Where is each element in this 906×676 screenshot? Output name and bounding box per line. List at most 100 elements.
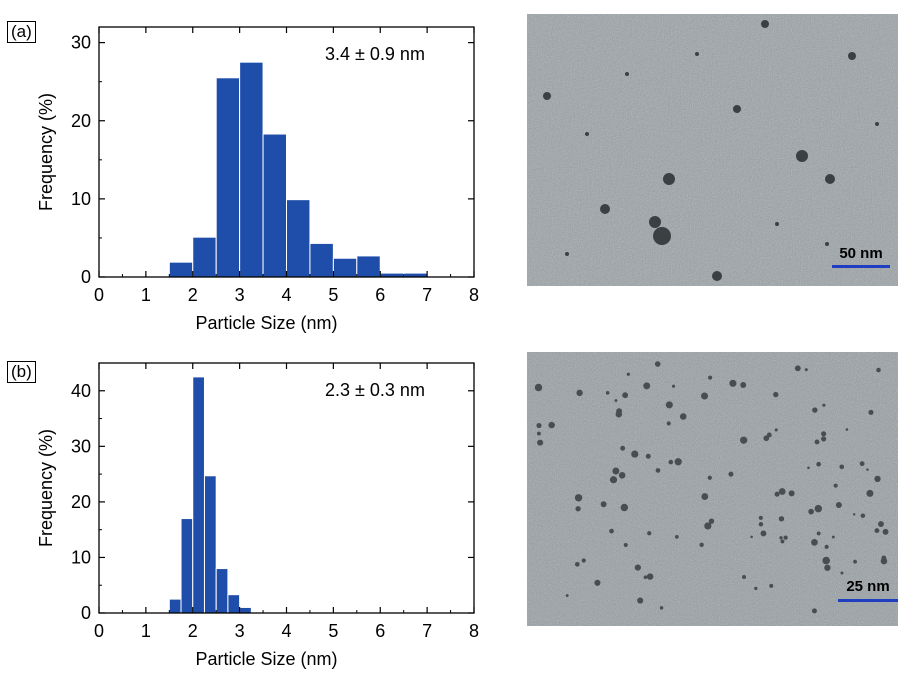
particle bbox=[605, 391, 610, 395]
particle bbox=[794, 365, 801, 372]
size-annotation: 3.4 ± 0.9 nm bbox=[325, 44, 425, 64]
bar bbox=[215, 568, 229, 614]
x-tick-label: 0 bbox=[94, 285, 104, 305]
x-tick-label: 2 bbox=[188, 621, 198, 641]
particle bbox=[816, 531, 821, 536]
particle bbox=[729, 379, 737, 387]
particle bbox=[537, 439, 544, 446]
y-tick-label: 0 bbox=[81, 267, 91, 287]
bar bbox=[192, 376, 205, 614]
x-tick-label: 3 bbox=[235, 621, 245, 641]
particle bbox=[814, 504, 823, 513]
x-tick-label: 8 bbox=[469, 285, 479, 305]
particle bbox=[614, 399, 618, 402]
particle bbox=[808, 508, 814, 515]
particle bbox=[778, 488, 786, 495]
x-tick-label: 3 bbox=[235, 285, 245, 305]
particle bbox=[701, 392, 709, 400]
bar bbox=[227, 594, 241, 614]
particle bbox=[878, 521, 884, 527]
particle bbox=[833, 483, 838, 488]
particle bbox=[774, 491, 780, 497]
particle bbox=[674, 458, 682, 466]
particle bbox=[852, 513, 856, 516]
particle bbox=[666, 421, 671, 426]
particle bbox=[845, 428, 849, 431]
particle bbox=[704, 522, 712, 530]
particle bbox=[811, 538, 818, 546]
particle bbox=[853, 559, 857, 564]
particle bbox=[831, 535, 835, 539]
particle bbox=[701, 493, 709, 500]
particle bbox=[778, 516, 785, 522]
particle bbox=[758, 521, 764, 527]
particle bbox=[754, 586, 758, 591]
scale-line-b bbox=[838, 599, 898, 602]
bar bbox=[356, 255, 381, 278]
plot-frame bbox=[98, 362, 475, 614]
particle bbox=[766, 432, 772, 438]
particle bbox=[574, 561, 580, 567]
particle bbox=[859, 461, 865, 467]
particle bbox=[824, 544, 829, 549]
particle bbox=[811, 608, 817, 614]
particle bbox=[868, 409, 874, 415]
tem-image-a bbox=[527, 14, 898, 286]
x-tick-label: 7 bbox=[422, 621, 432, 641]
particle bbox=[600, 501, 607, 508]
particle bbox=[643, 382, 651, 390]
particle bbox=[699, 542, 704, 547]
particle bbox=[807, 466, 810, 470]
x-tick-label: 8 bbox=[469, 621, 479, 641]
bar bbox=[192, 236, 217, 278]
bar bbox=[215, 77, 241, 278]
y-tick-label: 0 bbox=[81, 603, 91, 623]
scale-label-b: 25 nm bbox=[846, 578, 890, 595]
tem-image-b bbox=[527, 352, 898, 626]
particle bbox=[609, 476, 618, 484]
particle bbox=[822, 556, 830, 565]
particle bbox=[822, 403, 826, 407]
particle bbox=[758, 515, 763, 520]
particle bbox=[804, 368, 808, 372]
particle bbox=[622, 392, 629, 399]
particle bbox=[654, 361, 661, 367]
particle bbox=[708, 518, 715, 524]
particle bbox=[536, 422, 542, 429]
bar bbox=[180, 518, 194, 614]
particle bbox=[708, 375, 713, 380]
bar bbox=[332, 257, 358, 278]
bar bbox=[309, 242, 334, 278]
y-tick-label: 20 bbox=[71, 111, 91, 131]
particle bbox=[620, 445, 626, 451]
y-tick-label: 20 bbox=[71, 492, 91, 512]
particle bbox=[594, 579, 601, 586]
particle bbox=[659, 606, 664, 610]
particle bbox=[728, 471, 734, 477]
particle bbox=[783, 535, 788, 540]
particle bbox=[814, 439, 820, 445]
scale-label-a: 50 nm bbox=[839, 245, 883, 262]
particle bbox=[616, 408, 623, 415]
particle bbox=[821, 436, 827, 442]
y-tick-label: 10 bbox=[71, 547, 91, 567]
particle bbox=[880, 557, 888, 565]
x-tick-label: 6 bbox=[375, 621, 385, 641]
scale-bar-a: 50 nm bbox=[832, 245, 890, 271]
x-tick-label: 5 bbox=[328, 621, 338, 641]
particle bbox=[574, 494, 583, 502]
particle bbox=[779, 536, 783, 540]
size-annotation: 2.3 ± 0.3 nm bbox=[325, 380, 425, 400]
particle bbox=[548, 421, 555, 429]
particle bbox=[707, 475, 712, 480]
particle bbox=[679, 413, 687, 420]
particle bbox=[750, 535, 753, 539]
particle bbox=[645, 453, 651, 459]
particle bbox=[674, 535, 679, 539]
bar bbox=[203, 475, 217, 614]
histogram-b: 0 1 2 3 4 5 6 7 8 0 10 20 30 40 Particle Size (nm) Freq… bbox=[36, 362, 479, 669]
bar bbox=[239, 61, 264, 278]
bar bbox=[262, 133, 287, 278]
particle bbox=[631, 450, 639, 458]
scale-line-a bbox=[832, 265, 890, 268]
